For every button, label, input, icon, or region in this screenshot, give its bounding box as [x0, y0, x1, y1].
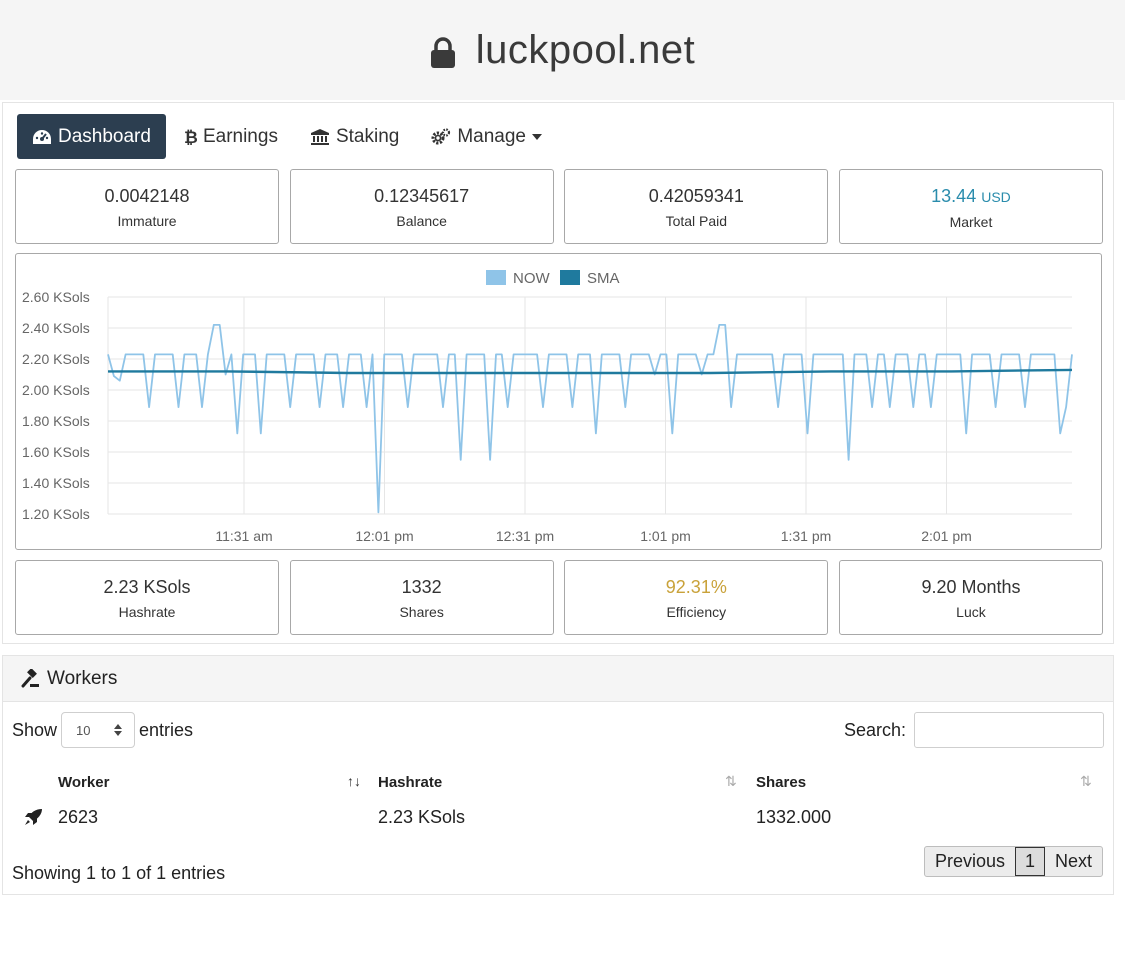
sort-both-icon[interactable]: ⇅	[725, 773, 737, 789]
nav-manage-label: Manage	[457, 125, 526, 147]
nav-dashboard-label: Dashboard	[58, 125, 151, 147]
stat-value: 0.12345617	[374, 186, 470, 206]
cell-shares: 1332.000	[756, 807, 832, 827]
search-input[interactable]	[914, 712, 1104, 748]
stat-luck: 9.20 Months Luck	[838, 560, 1103, 635]
stat-value: 0.42059341	[648, 186, 744, 206]
legend-swatch-now	[486, 270, 506, 285]
entries-length-control: Show 10 entries	[12, 712, 193, 748]
pagination-previous[interactable]: Previous	[934, 851, 1005, 871]
stat-value: 1332	[401, 577, 442, 597]
column-header-shares[interactable]: Shares	[756, 774, 807, 791]
cogs-icon	[431, 127, 451, 144]
legend-label-sma: SMA	[587, 270, 620, 287]
nav-staking-label: Staking	[335, 125, 400, 147]
stat-immature: 0.0042148 Immature	[15, 169, 279, 244]
x-tick-label: 1:31 pm	[781, 528, 832, 544]
stat-label: Hashrate	[118, 604, 176, 620]
stat-label: Immature	[117, 213, 177, 229]
main-nav: Dashboard ₿ Earnings Staking M	[17, 114, 559, 159]
caret-down-icon	[532, 133, 542, 140]
workers-panel: Workers Show 10 entries Search: Worker ↑…	[2, 655, 1114, 895]
entries-select[interactable]: 10	[61, 712, 136, 748]
market-unit: USD	[981, 188, 1011, 205]
rocket-icon	[25, 809, 42, 825]
hashrate-chart: 2.60 KSols 2.40 KSols 2.20 KSols 2.00 KSols…	[15, 253, 1102, 550]
y-tick-label: 2.40 KSols	[22, 320, 90, 336]
market-value: 13.44	[931, 185, 977, 206]
stat-market: 13.44 USD Market	[838, 169, 1103, 244]
y-tick-label: 1.80 KSols	[22, 413, 90, 429]
stat-efficiency: 92.31% Efficiency	[564, 560, 829, 635]
stat-label: Luck	[956, 604, 986, 620]
entries-label: entries	[139, 719, 194, 740]
column-header-hashrate[interactable]: Hashrate	[378, 774, 443, 791]
column-header-worker[interactable]: Worker	[58, 774, 110, 791]
stat-value: 92.31%	[665, 577, 727, 597]
cell-worker[interactable]: 2623	[58, 807, 99, 827]
nav-earnings[interactable]: ₿ Earnings	[168, 114, 293, 159]
browser-url: luckpool.net	[475, 27, 696, 72]
stat-hashrate: 2.23 KSols Hashrate	[15, 560, 279, 635]
y-tick-label: 2.00 KSols	[22, 382, 90, 398]
pagination: Previous 1 Next	[923, 846, 1103, 877]
lock-icon	[430, 37, 456, 69]
pagination-next[interactable]: Next	[1054, 851, 1092, 871]
stat-value: 2.23 KSols	[103, 577, 191, 597]
browser-url-bar[interactable]: luckpool.net	[0, 0, 1125, 100]
dashboard-panel: Dashboard ₿ Earnings Staking M	[2, 102, 1114, 644]
stats-top: 0.0042148 Immature 0.12345617 Balance 0.…	[15, 169, 1103, 244]
nav-dashboard[interactable]: Dashboard	[17, 114, 166, 159]
stat-value: 13.44 USD	[931, 184, 1011, 209]
stat-label: Shares	[399, 604, 444, 620]
y-tick-label: 1.40 KSols	[22, 475, 90, 491]
sort-both-icon[interactable]: ⇅	[1080, 773, 1092, 789]
table-info: Showing 1 to 1 of 1 entries	[12, 863, 226, 883]
x-tick-label: 12:31 pm	[496, 528, 554, 544]
series-line-now	[107, 324, 1073, 514]
svg-text:₿: ₿	[184, 128, 197, 146]
stat-label: Market	[949, 213, 993, 230]
stat-label: Balance	[396, 213, 447, 229]
pagination-page-current[interactable]: 1	[1014, 847, 1045, 876]
stat-label: Efficiency	[666, 604, 727, 620]
x-tick-label: 11:31 am	[215, 528, 272, 544]
x-tick-label: 1:01 pm	[640, 528, 691, 544]
series-line-sma	[108, 368, 1073, 375]
stat-total-paid: 0.42059341 Total Paid	[564, 169, 829, 244]
stats-bottom: 2.23 KSols Hashrate 1332 Shares 92.31% E…	[15, 560, 1103, 635]
dashboard-icon	[33, 129, 51, 144]
x-tick-label: 12:01 pm	[355, 528, 413, 544]
cell-hashrate: 2.23 KSols	[378, 807, 466, 827]
select-arrows-icon	[114, 724, 123, 736]
nav-earnings-label: Earnings	[202, 125, 278, 147]
y-tick-label: 2.60 KSols	[22, 289, 90, 305]
workers-header: Workers	[3, 656, 1113, 702]
gavel-icon	[21, 668, 39, 687]
search-label: Search:	[843, 719, 906, 740]
entries-select-value: 10	[76, 722, 91, 738]
x-tick-label: 2:01 pm	[921, 528, 972, 544]
y-tick-label: 1.20 KSols	[22, 506, 90, 522]
stat-value: 0.0042148	[104, 186, 190, 206]
bank-icon	[310, 128, 329, 145]
bitcoin-icon: ₿	[184, 128, 197, 146]
nav-manage-dropdown[interactable]: Manage	[416, 114, 557, 159]
workers-title: Workers	[47, 667, 118, 689]
legend-swatch-sma	[560, 270, 580, 285]
y-tick-label: 2.20 KSols	[22, 351, 90, 367]
stat-shares: 1332 Shares	[289, 560, 554, 635]
stat-value: 9.20 Months	[921, 577, 1021, 597]
show-label: Show	[12, 719, 58, 740]
search-control: Search:	[844, 712, 1104, 748]
legend-label-now: NOW	[513, 270, 551, 287]
y-tick-label: 1.60 KSols	[22, 444, 90, 460]
nav-staking[interactable]: Staking	[295, 114, 414, 159]
sort-asc-icon[interactable]: ↑↓	[347, 773, 361, 789]
stat-label: Total Paid	[665, 213, 728, 229]
stat-balance: 0.12345617 Balance	[289, 169, 554, 244]
hashrate-chart-svg: 2.60 KSols 2.40 KSols 2.20 KSols 2.00 KSols…	[22, 270, 1073, 544]
